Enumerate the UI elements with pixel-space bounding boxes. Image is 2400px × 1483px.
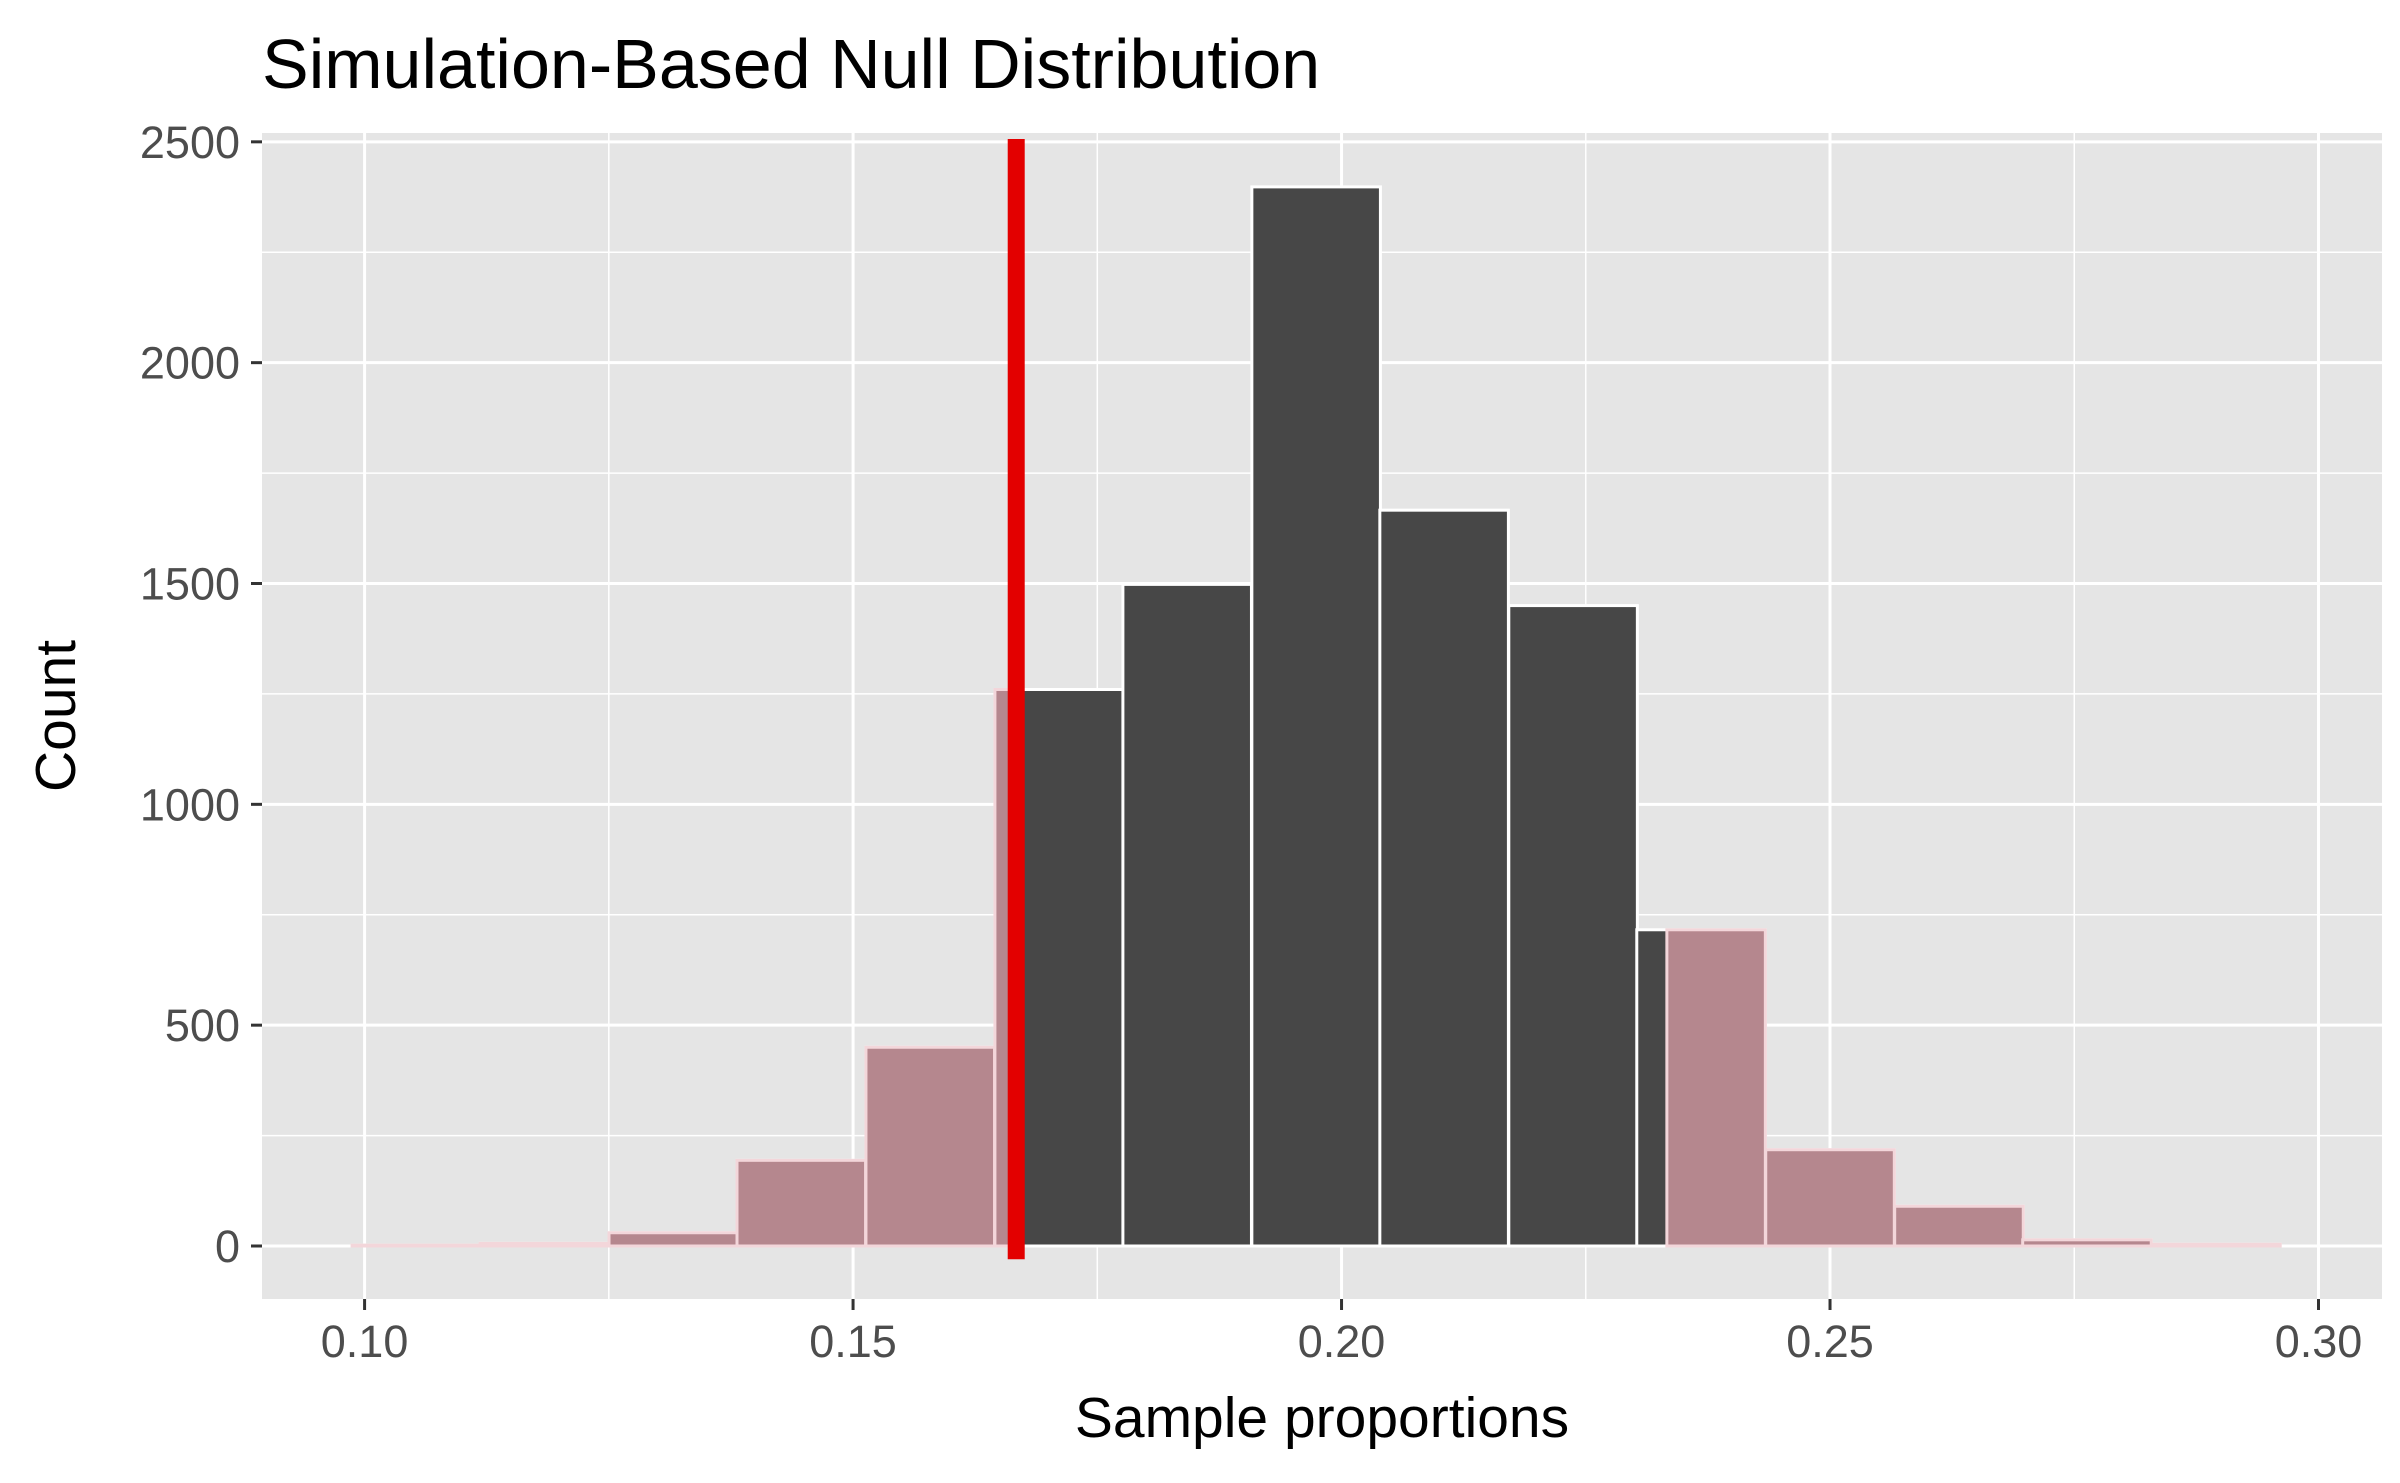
x-tick-label: 0.20 (1298, 1316, 1386, 1367)
shaded-bar (1665, 928, 1767, 1248)
shaded-bar (864, 1045, 997, 1248)
shaded-bar (350, 1243, 483, 1248)
shaded-bar (1893, 1204, 2025, 1248)
y-tick-label: 500 (165, 1000, 240, 1051)
y-tick-label: 2000 (140, 338, 240, 389)
shaded-bar (478, 1241, 611, 1248)
shaded-bar (607, 1231, 740, 1248)
histogram-bar (1121, 582, 1253, 1248)
shaded-bar (735, 1158, 868, 1248)
y-axis-title: Count (24, 640, 88, 792)
histogram-bar (1507, 604, 1639, 1248)
y-tick-label: 1500 (140, 559, 240, 610)
y-tick-label: 2500 (140, 117, 240, 168)
shaded-bar (2021, 1238, 2153, 1248)
y-tick-label: 0 (215, 1221, 240, 1272)
x-tick-label: 0.15 (809, 1316, 897, 1367)
shaded-bar (1764, 1148, 1896, 1248)
chart-title: Simulation-Based Null Distribution (262, 25, 1320, 103)
histogram-bar (1378, 508, 1510, 1248)
x-axis-title: Sample proportions (1075, 1386, 1569, 1450)
shaded-bar (2150, 1242, 2282, 1248)
y-tick-label: 1000 (140, 779, 240, 830)
y-axis: 0 500 1000 1500 2000 2500 (140, 117, 262, 1272)
x-tick-label: 0.25 (1786, 1316, 1874, 1367)
x-axis: 0.10 0.15 0.20 0.25 0.30 (321, 1299, 2363, 1367)
histogram-bar (1250, 185, 1382, 1248)
x-tick-label: 0.10 (321, 1316, 409, 1367)
x-tick-label: 0.30 (2275, 1316, 2363, 1367)
